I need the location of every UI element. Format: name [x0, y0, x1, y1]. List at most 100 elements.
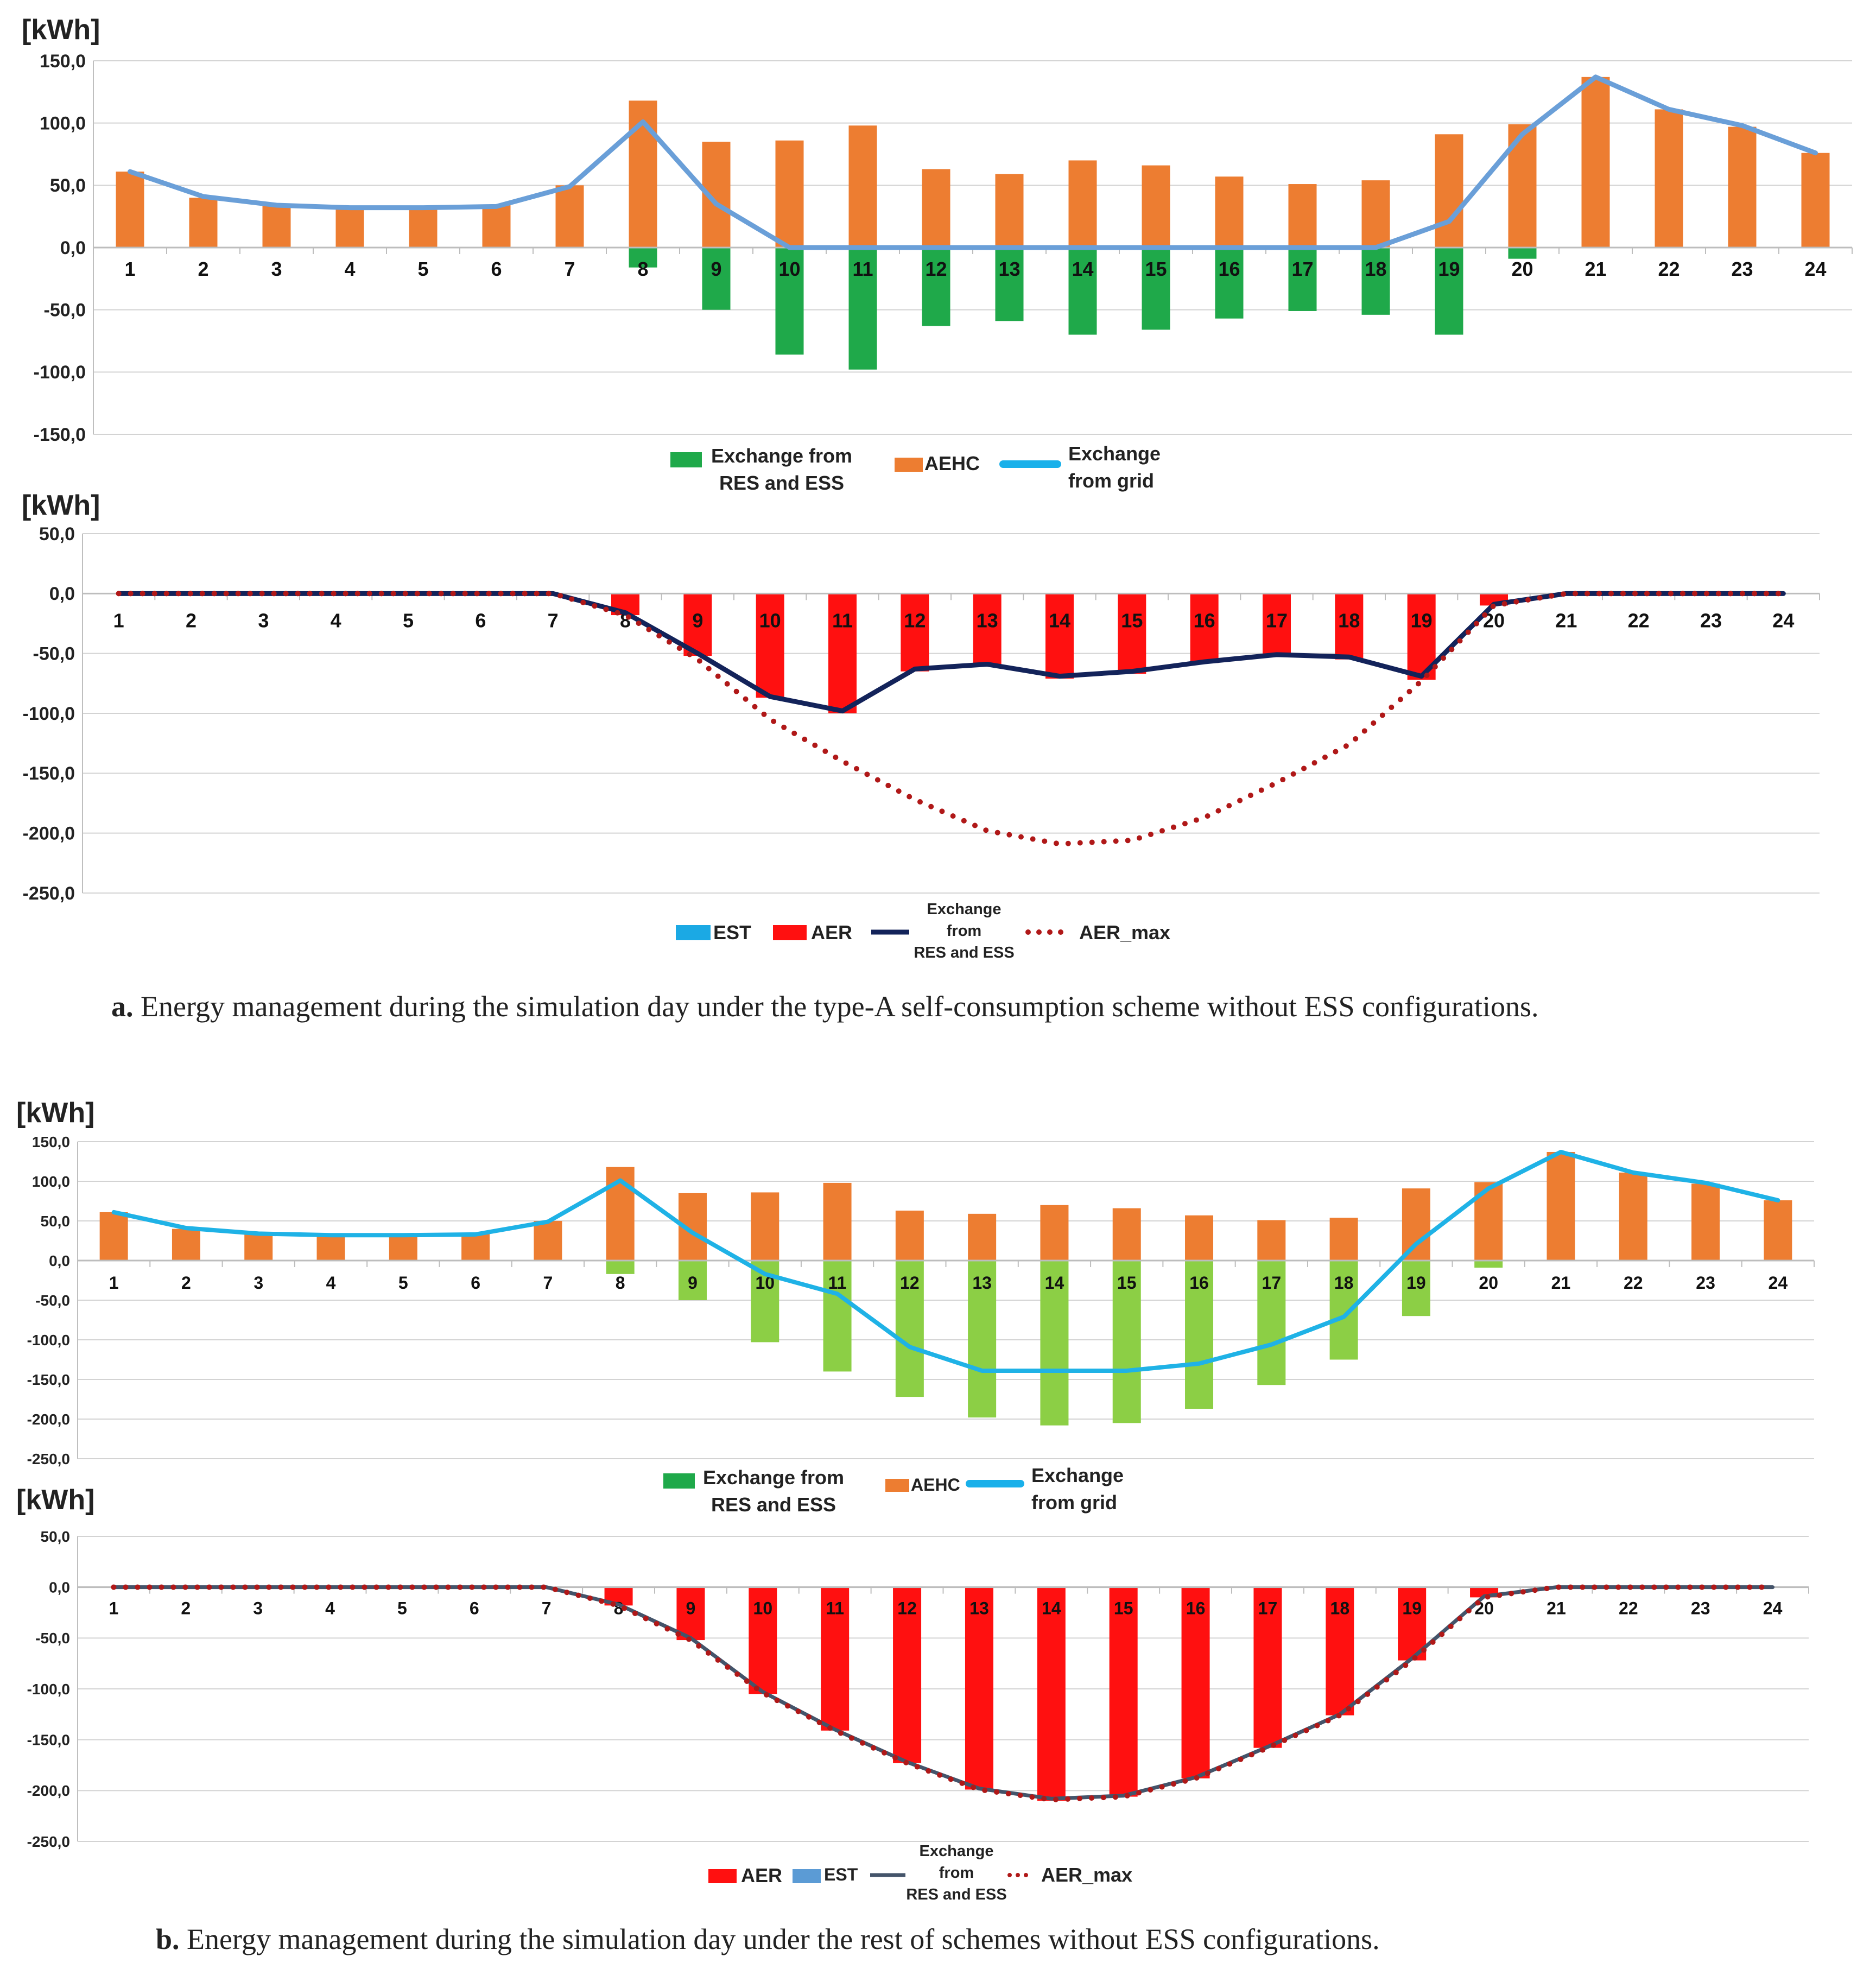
bar-aer	[749, 1587, 777, 1694]
legend-label-ex-l3: RES and ESS	[914, 944, 1014, 961]
x-tick-label: 10	[753, 1599, 773, 1618]
bar-aehc	[116, 172, 144, 248]
bar-aer	[1118, 593, 1146, 674]
y-tick-label: -50,0	[44, 300, 86, 321]
x-tick-label: 21	[1585, 258, 1606, 280]
bar-exchange-from-res-and-ess	[823, 1261, 852, 1372]
x-tick-label: 17	[1266, 609, 1288, 631]
legend-label-grid-b-l2: from grid	[1031, 1491, 1117, 1514]
x-tick-label: 7	[548, 609, 559, 631]
x-tick-label: 16	[1186, 1599, 1206, 1618]
x-tick-label: 18	[1334, 1273, 1354, 1293]
x-tick-label: 7	[564, 258, 575, 280]
bar-aehc	[1435, 134, 1463, 248]
bar-exchange-from-res-and-ess	[1112, 1261, 1141, 1423]
x-tick-label: 21	[1555, 609, 1577, 631]
x-tick-label: 22	[1619, 1599, 1638, 1618]
x-tick-label: 19	[1402, 1599, 1422, 1618]
x-tick-label: 22	[1624, 1273, 1643, 1293]
bar-exchange-from-res-and-ess	[1361, 248, 1390, 315]
y-tick-label: -150,0	[23, 763, 75, 784]
x-tick-label: 3	[253, 1599, 263, 1618]
x-tick-label: 12	[925, 258, 947, 280]
y-tick-label: 100,0	[40, 113, 86, 134]
series-dotted-aer-max	[111, 1584, 1776, 1803]
y-tick-label: -200,0	[27, 1411, 70, 1428]
legend-label-grid-l1: Exchange	[1068, 442, 1161, 465]
y-tick-label: -200,0	[23, 824, 75, 844]
x-tick-label: 2	[181, 1273, 191, 1293]
bar-aer	[901, 593, 929, 672]
bar-aer	[676, 1587, 705, 1641]
series-line-exchange-from-grid	[128, 74, 1818, 250]
y-tick-label: 50,0	[39, 524, 75, 545]
legend-label-aer-b: AER	[741, 1864, 782, 1886]
legend-label-est-b: EST	[824, 1865, 858, 1884]
bar-exchange-from-res-and-ess	[1185, 1261, 1214, 1409]
legend-label-ex-l2: from	[947, 922, 981, 940]
x-tick-label: 23	[1696, 1273, 1715, 1293]
bar-aer	[1045, 593, 1074, 679]
bar-aehc	[1361, 180, 1390, 248]
x-tick-label: 20	[1479, 1273, 1498, 1293]
x-tick-label: 2	[198, 258, 208, 280]
x-tick-label: 13	[998, 258, 1020, 280]
bar-aehc	[1215, 176, 1244, 248]
legend-label-est: EST	[713, 921, 751, 944]
legend-swatch-exchange-res-b	[663, 1473, 695, 1489]
y-tick-label: -250,0	[27, 1833, 70, 1850]
legend-swatch-exchange-res	[670, 452, 702, 467]
y-tick-label: 50,0	[41, 1528, 71, 1545]
bar-exchange-from-res-and-ess	[1402, 1261, 1430, 1316]
bar-aehc	[389, 1234, 417, 1261]
x-tick-label: 1	[113, 609, 124, 631]
bar-aehc	[1547, 1151, 1575, 1261]
bar-aer	[1335, 593, 1364, 660]
x-tick-label: 6	[475, 609, 486, 631]
bar-aer	[1037, 1587, 1066, 1801]
bar-exchange-from-res-and-ess	[1068, 248, 1097, 335]
x-tick-label: 5	[398, 1273, 408, 1293]
unit-label: [kWh]	[16, 1484, 94, 1516]
x-tick-label: 5	[403, 609, 414, 631]
x-tick-label: 7	[542, 1599, 552, 1618]
bar-aehc	[189, 198, 218, 248]
x-tick-label: 10	[759, 609, 781, 631]
bar-aehc	[1402, 1188, 1430, 1261]
bar-exchange-from-res-and-ess	[1040, 1261, 1069, 1426]
y-tick-label: 50,0	[50, 175, 86, 196]
bar-aehc	[1581, 77, 1610, 248]
bar-aehc	[316, 1234, 345, 1261]
series-line-exchange-from-res-and-ess	[116, 591, 1786, 714]
x-tick-label: 6	[491, 258, 502, 280]
legend-swatch-aer-b	[708, 1869, 737, 1883]
bar-aehc	[1185, 1215, 1214, 1261]
x-tick-label: 17	[1291, 258, 1313, 280]
y-tick-label: 100,0	[32, 1173, 70, 1190]
x-tick-label: 22	[1628, 609, 1650, 631]
legend-label-ex-b-l3: RES and ESS	[906, 1886, 1006, 1903]
y-tick-label: 0,0	[49, 1579, 70, 1596]
bar-exchange-from-res-and-ess	[1142, 248, 1170, 330]
legend-label-exchange-res-b-l2: RES and ESS	[711, 1493, 836, 1516]
x-tick-label: 18	[1338, 609, 1360, 631]
bar-aer	[893, 1587, 922, 1763]
x-tick-label: 15	[1145, 258, 1167, 280]
legend-label-exchange-res-l2: RES and ESS	[719, 472, 844, 494]
caption-a: a. Energy management during the simulati…	[111, 990, 1539, 1023]
bar-aehc	[1142, 165, 1170, 248]
bar-aer	[821, 1587, 850, 1731]
bar-aehc	[1728, 126, 1757, 248]
x-tick-label: 4	[325, 1599, 335, 1618]
x-tick-label: 21	[1547, 1599, 1566, 1618]
x-tick-label: 13	[969, 1599, 989, 1618]
bar-aehc	[1068, 160, 1097, 248]
legend-label-aehc-b: AEHC	[911, 1475, 960, 1495]
bar-aehc	[534, 1221, 562, 1261]
legend-swatch-aer	[773, 925, 807, 940]
chart-panel-b-bottom: [kWh] 50,0 0,0 -50,0 -100,0 -150,0 -200,0 -250,…	[16, 1484, 1809, 1850]
x-tick-label: 14	[1049, 609, 1070, 631]
x-tick-label: 5	[417, 258, 428, 280]
x-tick-label: 4	[331, 609, 341, 631]
bar-aehc	[848, 125, 877, 248]
